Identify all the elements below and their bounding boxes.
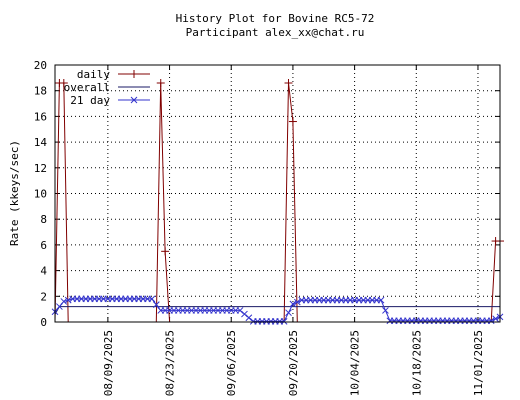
legend-item-21-day: 21 day	[70, 94, 150, 107]
series-daily	[54, 78, 504, 323]
marker-x-b	[241, 310, 248, 318]
series-line	[54, 306, 500, 315]
grid	[55, 65, 500, 322]
plot-frame	[54, 64, 501, 323]
y-tick-label: 4	[40, 265, 47, 278]
x-tick-label: 10/18/2025	[410, 330, 423, 396]
x-tick-label: 09/20/2025	[287, 330, 300, 396]
marker-x-b	[130, 96, 138, 104]
series-21-day	[51, 295, 504, 325]
marker-x-b	[56, 303, 63, 310]
x-tick-label: 08/09/2025	[102, 330, 115, 396]
y-tick-label: 2	[40, 290, 47, 303]
y-tick-label: 16	[34, 110, 47, 123]
marker-x-b	[492, 315, 499, 323]
y-ticks: 0 2 4 6 8 10 12 14 16 18 20	[34, 59, 500, 329]
marker-x-b	[236, 307, 244, 314]
x-tick-label: 08/23/2025	[164, 330, 177, 396]
marker-x-b	[64, 296, 72, 304]
y-tick-label: 12	[34, 162, 47, 175]
legend-label: overall	[64, 81, 110, 94]
series-line	[54, 82, 500, 323]
series-overall	[54, 306, 500, 315]
y-tick-label: 8	[40, 213, 47, 226]
x-ticks: 08/09/2025 08/23/2025 09/06/2025 09/20/2025…	[102, 65, 485, 396]
marker-x-b	[293, 298, 301, 306]
marker-x-b	[60, 298, 68, 305]
marker-x-b	[289, 300, 297, 308]
marker-x-b	[285, 309, 292, 317]
chart-subtitle: Participant alex_xx@chat.ru	[186, 26, 365, 39]
marker-x-b	[382, 307, 389, 314]
y-tick-label: 0	[40, 316, 47, 329]
legend-label: daily	[77, 68, 110, 81]
legend-item-daily: daily	[77, 68, 150, 81]
marker-x-b	[148, 295, 156, 303]
series-layer	[51, 78, 504, 325]
y-tick-label: 14	[34, 136, 48, 149]
legend-item-overall: overall	[64, 81, 150, 94]
x-tick-label: 11/01/2025	[472, 330, 485, 396]
chart-title: History Plot for Bovine RC5-72	[176, 12, 375, 25]
y-tick-label: 20	[34, 59, 47, 72]
x-tick-label: 09/06/2025	[225, 330, 238, 396]
series-line	[54, 298, 501, 322]
y-tick-label: 6	[40, 239, 47, 252]
marker-x-b	[245, 314, 253, 322]
marker-x-b	[152, 301, 160, 309]
x-tick-label: 10/04/2025	[349, 330, 362, 396]
marker-x-b	[280, 318, 288, 325]
legend-label: 21 day	[70, 94, 110, 107]
marker-x-b	[377, 296, 385, 304]
y-tick-label: 18	[34, 85, 47, 98]
y-axis-label: Rate (kkeys/sec)	[8, 140, 21, 246]
marker-x-b	[487, 317, 495, 325]
y-tick-label: 10	[34, 188, 47, 201]
